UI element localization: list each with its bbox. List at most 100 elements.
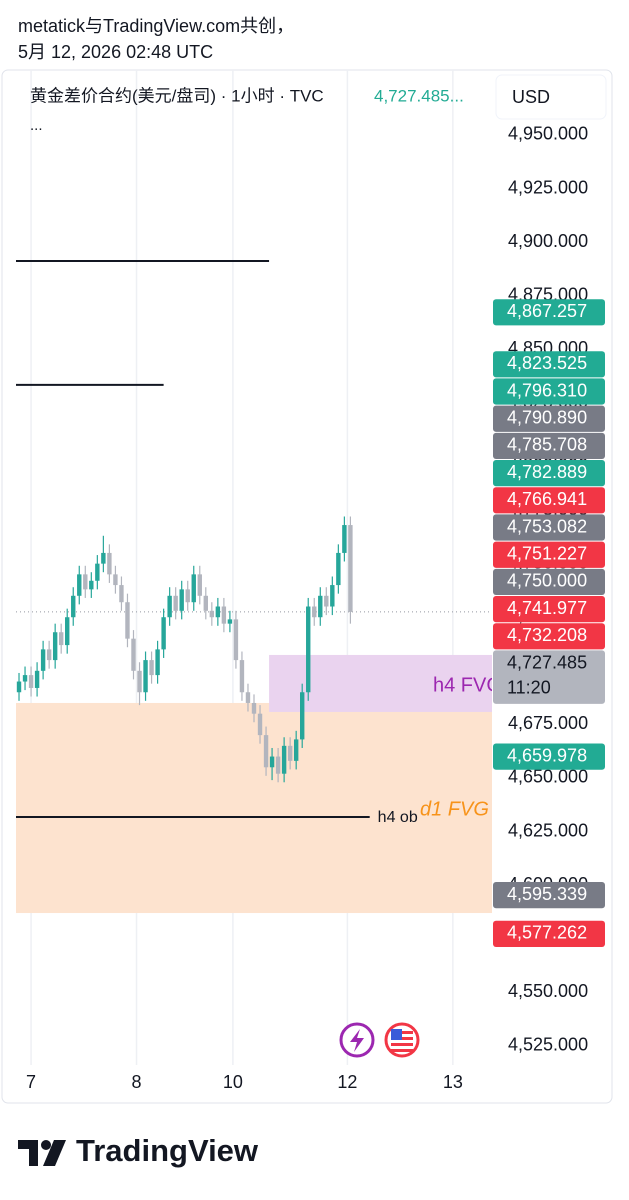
candle-body: [251, 702, 257, 714]
symbol-title: 黄金差价合约(美元/盘司) · 1小时 · TVC: [30, 86, 324, 105]
title-more[interactable]: ...: [30, 117, 43, 134]
candle-body: [143, 660, 148, 693]
candle-body: [215, 606, 221, 618]
price-tag: [493, 405, 605, 432]
zone: [16, 702, 492, 914]
candle-body: [107, 552, 112, 575]
candle-body: [149, 660, 154, 676]
candle-body: [179, 589, 184, 611]
candle-body: [293, 739, 299, 761]
price-tag-label: 4,867.257: [507, 301, 587, 321]
candle-body: [95, 563, 100, 581]
candle-body: [155, 649, 160, 676]
price-tag: [493, 596, 605, 623]
candle-body: [257, 713, 263, 736]
y-tick-label: 4,900.000: [508, 231, 588, 251]
price-tag: [493, 743, 605, 770]
candle-body: [324, 595, 329, 607]
candle-body: [281, 745, 287, 774]
candle-body: [113, 574, 118, 586]
candle-body: [330, 585, 335, 607]
candle-body: [46, 649, 52, 661]
candle-body: [16, 681, 22, 693]
candle-body: [52, 632, 58, 661]
candle-body: [318, 595, 323, 618]
candle-body: [221, 606, 227, 624]
countdown: 11:20: [507, 677, 551, 697]
price-tag: [493, 351, 605, 378]
candle-body: [173, 595, 178, 611]
price-tag: [493, 432, 605, 460]
header-line: metatick与TradingView.com共创，: [18, 16, 294, 36]
price-tag: [493, 568, 605, 596]
candle-body: [227, 619, 233, 624]
price-tag-label: 4,727.485: [507, 652, 587, 672]
price-tag: [493, 487, 605, 514]
y-tick-label: 4,675.000: [508, 713, 588, 733]
event-icon[interactable]: [339, 1022, 375, 1058]
price-tag-label: 4,577.262: [507, 923, 587, 943]
currency-box[interactable]: [495, 74, 607, 120]
candle-body: [89, 580, 94, 590]
price-tag-label: 4,785.708: [507, 435, 587, 455]
candle-body: [83, 574, 88, 590]
currency[interactable]: USD: [512, 87, 550, 107]
price-tag-label: 4,732.208: [507, 625, 587, 645]
candle-body: [40, 649, 46, 671]
candle-body: [233, 619, 239, 661]
zone-label: h4 FVG: [433, 674, 502, 696]
candle-body: [203, 595, 208, 611]
price-tag: [493, 650, 605, 704]
x-tick-label: 10: [223, 1072, 243, 1092]
candle-body: [197, 574, 202, 596]
price-tag: [493, 460, 605, 487]
price-tag-label: 4,782.889: [507, 462, 587, 482]
candle-body: [275, 756, 281, 774]
y-tick-label: 4,925.000: [508, 177, 588, 197]
candle-body: [65, 617, 70, 646]
candle-body: [137, 670, 142, 693]
y-tick-label: 4,550.000: [508, 981, 588, 1001]
candle-body: [101, 552, 106, 564]
us-flag-icon[interactable]: [384, 1022, 420, 1058]
candle-body: [77, 574, 82, 596]
price-axis: 781012134,525.0004,550.0004,575.0004,600…: [26, 124, 605, 1092]
candle-body: [185, 589, 190, 603]
candle-body: [245, 692, 251, 703]
candle-body: [167, 595, 172, 618]
header-date: 5月 12, 2026 02:48 UTC: [18, 42, 213, 62]
price-tag: [493, 514, 605, 541]
candle-body: [312, 606, 317, 618]
x-tick-label: 8: [131, 1072, 141, 1092]
candle-body: [263, 735, 269, 768]
price-tag-label: 4,751.227: [507, 543, 587, 563]
candle-body: [348, 525, 353, 612]
price-tag-label: 4,659.978: [507, 745, 587, 765]
y-tick-label: 4,525.000: [508, 1035, 588, 1055]
candle-body: [125, 602, 130, 639]
candle-body: [336, 552, 341, 586]
candle-body: [306, 606, 311, 693]
candle-body: [209, 610, 215, 618]
y-tick-label: 4,625.000: [508, 820, 588, 840]
line-label: h4 ob: [378, 809, 418, 826]
y-tick-label: 4,650.000: [508, 767, 588, 787]
candle-body: [269, 756, 275, 768]
brand-name: TradingView: [76, 1133, 259, 1168]
brand-logo: [18, 1140, 66, 1166]
x-tick-label: 13: [443, 1072, 463, 1092]
x-tick-label: 7: [26, 1072, 36, 1092]
price-tag: [493, 378, 605, 405]
candle-body: [131, 638, 136, 671]
last-price: 4,727.485...: [374, 86, 464, 105]
price-tag-label: 4,796.310: [507, 380, 587, 400]
candle-body: [119, 585, 124, 603]
x-tick-label: 12: [337, 1072, 357, 1092]
candle-body: [34, 670, 40, 688]
price-tag-label: 4,750.000: [507, 571, 587, 591]
candle-body: [287, 745, 293, 761]
price-tag-label: 4,595.339: [507, 884, 587, 904]
candle-body: [300, 692, 305, 740]
